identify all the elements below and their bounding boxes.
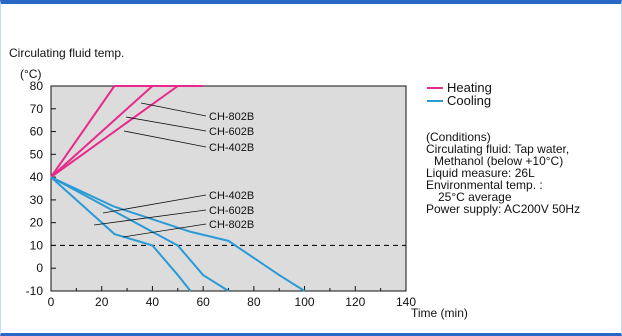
annotation-leader: [122, 223, 207, 238]
x-tick-label: 20: [95, 295, 109, 309]
annotation-label: CH-402B: [209, 142, 254, 154]
series-cooling-ch-602b: [50, 176, 230, 292]
conditions-line: Circulating fluid: Tap water,: [426, 142, 569, 156]
x-tick-label: 0: [48, 295, 55, 309]
x-axis-label: Time (min): [411, 306, 468, 320]
conditions-line: Methanol (below +10°C): [434, 154, 563, 168]
conditions-line: Liquid measure: 26L: [426, 166, 535, 180]
series-cooling-ch-402b: [50, 176, 306, 292]
annotation-leader: [123, 130, 207, 148]
conditions-line: Power supply: AC200V 50Hz: [426, 202, 580, 216]
series-heating-ch-602b: [50, 85, 154, 178]
x-tick-label: 100: [295, 295, 315, 309]
annotation-leader: [93, 209, 207, 226]
annotation-label: CH-402B: [209, 190, 254, 202]
annotation-leader: [102, 194, 207, 214]
series-cooling-ch-802b: [50, 176, 192, 292]
y-tick-label: 10: [30, 238, 44, 252]
y-tick-label: 20: [30, 216, 44, 230]
plot-area: [50, 85, 407, 292]
legend-label-heating: Heating: [447, 80, 492, 95]
annotation-label: CH-802B: [209, 111, 254, 123]
y-tick-label: 40: [30, 170, 44, 184]
y-tick-label: 80: [30, 79, 44, 93]
chart-title: Circulating fluid temp.: [9, 46, 124, 60]
y-axis-unit: (°C): [20, 67, 41, 81]
series-heating-ch-402b: [50, 85, 179, 178]
x-tick-label: 120: [345, 295, 365, 309]
conditions-line: 25°C average: [438, 190, 512, 204]
x-tick-label: 140: [396, 295, 416, 309]
annotation-leader: [125, 116, 207, 132]
y-tick-label: -10: [26, 284, 44, 298]
annotation-leader: [140, 102, 207, 117]
annotation-label: CH-602B: [209, 126, 254, 138]
series-heating-ch-802b: [50, 85, 204, 178]
conditions-line: Environmental temp. :: [426, 178, 543, 192]
y-tick-label: 70: [30, 102, 44, 116]
annotation-label: CH-602B: [209, 205, 254, 217]
x-tick-label: 40: [146, 295, 160, 309]
x-tick-label: 80: [247, 295, 261, 309]
y-tick-label: 0: [36, 261, 43, 275]
y-tick-label: 60: [30, 125, 44, 139]
legend-label-cooling: Cooling: [447, 93, 491, 108]
x-tick-label: 60: [196, 295, 210, 309]
y-tick-label: 30: [30, 193, 44, 207]
y-tick-label: 50: [30, 147, 44, 161]
annotation-label: CH-802B: [209, 219, 254, 231]
conditions-line: (Conditions): [426, 130, 491, 144]
